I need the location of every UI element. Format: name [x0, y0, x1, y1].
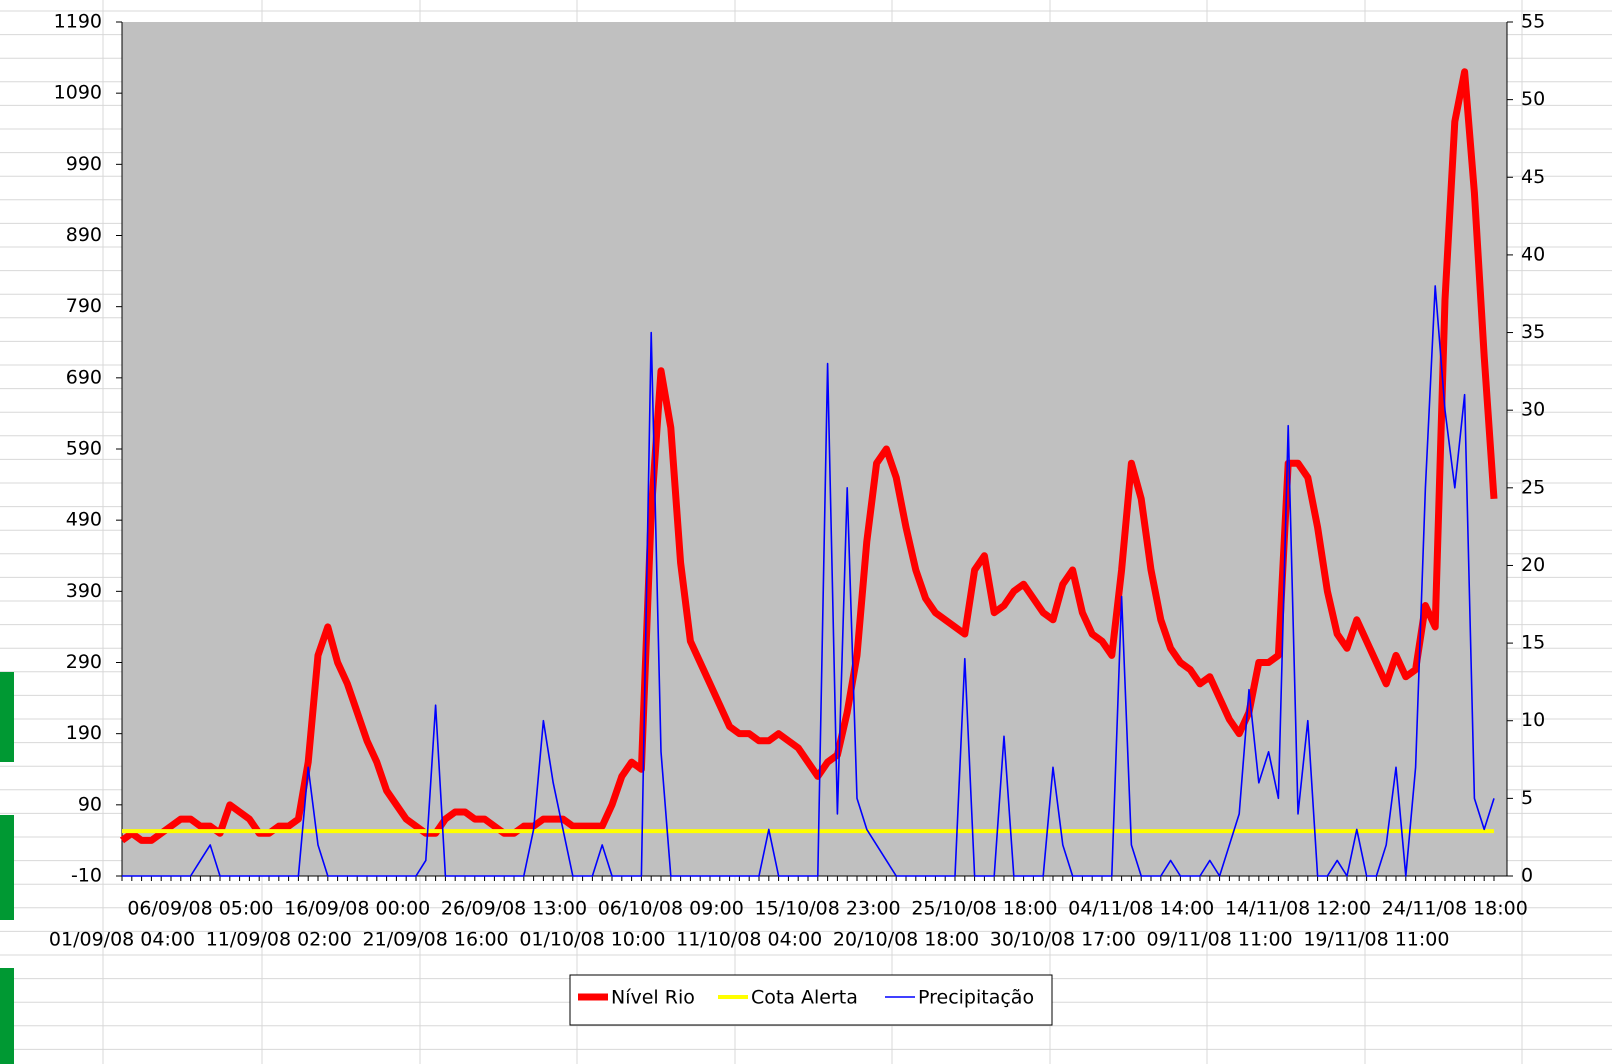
- y-tick-label: 790: [66, 295, 102, 317]
- x-tick-label: 25/10/08 18:00: [911, 898, 1057, 920]
- y2-tick-label: 5: [1521, 787, 1533, 809]
- y2-tick-label: 55: [1521, 11, 1545, 33]
- y2-tick-label: 0: [1521, 865, 1533, 887]
- x-tick-label: 16/09/08 00:00: [284, 898, 430, 920]
- cell-highlight: [0, 815, 14, 920]
- y2-tick-label: 45: [1521, 166, 1545, 188]
- legend-label: Nível Rio: [611, 987, 695, 1009]
- x-tick-label: 26/09/08 13:00: [441, 898, 587, 920]
- y-tick-label: 590: [66, 438, 102, 460]
- x-tick-label: 06/10/08 09:00: [598, 898, 744, 920]
- x-tick-label: 06/09/08 05:00: [127, 898, 273, 920]
- y2-tick-label: 10: [1521, 709, 1545, 731]
- y-tick-label: -10: [71, 865, 102, 887]
- x-tick-label: 11/09/08 02:00: [206, 929, 352, 951]
- x-tick-label: 11/10/08 04:00: [676, 929, 822, 951]
- x-tick-label: 14/11/08 12:00: [1225, 898, 1371, 920]
- y2-tick-label: 50: [1521, 88, 1545, 110]
- y-tick-label: 490: [66, 509, 102, 531]
- x-tick-label: 01/10/08 10:00: [519, 929, 665, 951]
- series-line: [122, 285, 1495, 877]
- y2-tick-label: 15: [1521, 632, 1545, 654]
- cell-highlight: [0, 672, 14, 762]
- legend-label: Cota Alerta: [751, 987, 858, 1009]
- y-tick-label: 890: [66, 224, 102, 246]
- x-tick-label: 15/10/08 23:00: [755, 898, 901, 920]
- y-tick-label: 190: [66, 722, 102, 744]
- x-tick-label: 09/11/08 11:00: [1147, 929, 1293, 951]
- x-tick-label: 30/10/08 17:00: [990, 929, 1136, 951]
- y-tick-label: 90: [78, 793, 102, 815]
- x-tick-label: 01/09/08 04:00: [49, 929, 195, 951]
- y2-tick-label: 20: [1521, 554, 1545, 576]
- series-line: [119, 68, 1498, 844]
- y-tick-label: 390: [66, 580, 102, 602]
- y2-tick-label: 25: [1521, 476, 1545, 498]
- y2-tick-label: 35: [1521, 321, 1545, 343]
- x-tick-label: 24/11/08 18:00: [1382, 898, 1528, 920]
- legend-label: Precipitação: [918, 987, 1034, 1009]
- y-tick-label: 1090: [54, 82, 102, 104]
- y2-tick-label: 40: [1521, 243, 1545, 265]
- y2-tick-label: 30: [1521, 399, 1545, 421]
- cell-highlight: [0, 968, 14, 1064]
- y-tick-label: 990: [66, 153, 102, 175]
- x-tick-label: 20/10/08 18:00: [833, 929, 979, 951]
- x-tick-label: 04/11/08 14:00: [1068, 898, 1214, 920]
- x-tick-label: 21/09/08 16:00: [363, 929, 509, 951]
- y-tick-label: 1190: [54, 11, 102, 33]
- y-tick-label: 690: [66, 366, 102, 388]
- legend-box: [569, 974, 1053, 1026]
- x-tick-label: 19/11/08 11:00: [1303, 929, 1449, 951]
- y-tick-label: 290: [66, 651, 102, 673]
- plot-area: [122, 22, 1507, 876]
